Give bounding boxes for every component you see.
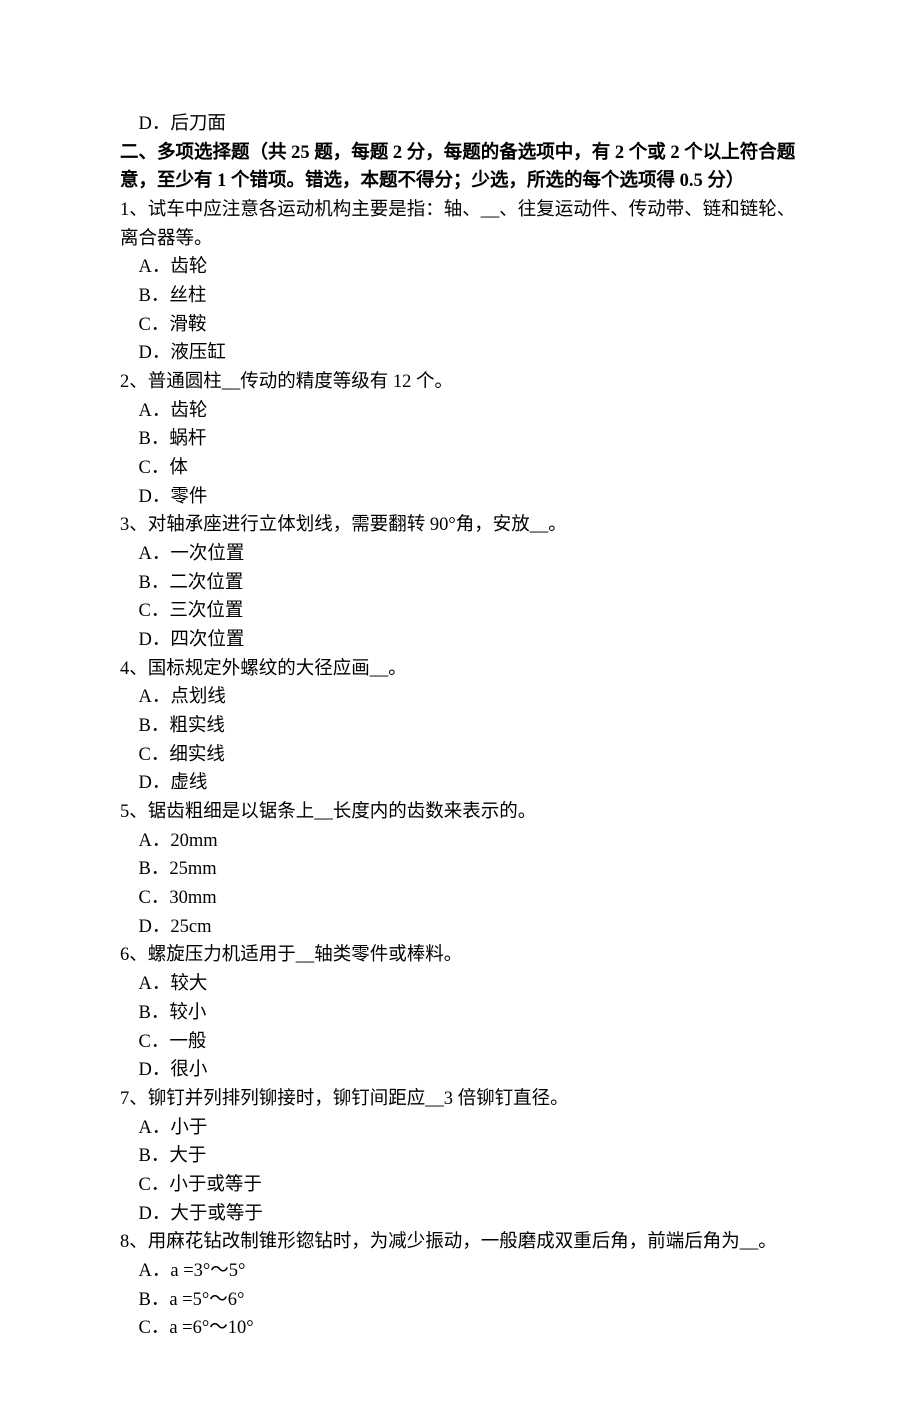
section-2-header: 二、多项选择题（共 25 题，每题 2 分，每题的备选项中，有 2 个或 2 个…: [120, 139, 800, 196]
question-option: C．a =6°～10°: [120, 1314, 800, 1343]
document-page: D．后刀面 二、多项选择题（共 25 题，每题 2 分，每题的备选项中，有 2 …: [0, 0, 920, 1403]
question-option: B．a =5°～6°: [120, 1286, 800, 1315]
question-option: D．零件: [120, 483, 800, 512]
question-4: 4、国标规定外螺纹的大径应画__。 A．点划线 B．粗实线 C．细实线 D．虚线: [120, 655, 800, 798]
question-1: 1、试车中应注意各运动机构主要是指：轴、__、往复运动件、传动带、链和链轮、离合…: [120, 196, 800, 368]
question-option: B．二次位置: [120, 569, 800, 598]
question-option: C．细实线: [120, 741, 800, 770]
question-7: 7、铆钉并列排列铆接时，铆钉间距应__3 倍铆钉直径。 A．小于 B．大于 C．…: [120, 1085, 800, 1228]
question-option: D．虚线: [120, 769, 800, 798]
question-option: A．齿轮: [120, 397, 800, 426]
question-option: D．液压缸: [120, 339, 800, 368]
question-stem: 8、用麻花钻改制锥形锪钻时，为减少振动，一般磨成双重后角，前端后角为__。: [120, 1228, 800, 1257]
question-stem: 1、试车中应注意各运动机构主要是指：轴、__、往复运动件、传动带、链和链轮、离合…: [120, 196, 800, 253]
question-option: D．四次位置: [120, 626, 800, 655]
question-stem: 6、螺旋压力机适用于__轴类零件或棒料。: [120, 941, 800, 970]
question-stem: 5、锯齿粗细是以锯条上__长度内的齿数来表示的。: [120, 798, 800, 827]
question-option: A．小于: [120, 1114, 800, 1143]
question-option: B．大于: [120, 1142, 800, 1171]
question-option: A．a =3°～5°: [120, 1257, 800, 1286]
question-stem: 4、国标规定外螺纹的大径应画__。: [120, 655, 800, 684]
question-option: D．25cm: [120, 913, 800, 942]
question-option: C．体: [120, 454, 800, 483]
question-2: 2、普通圆柱__传动的精度等级有 12 个。 A．齿轮 B．蜗杆 C．体 D．零…: [120, 368, 800, 511]
prev-question-option-d: D．后刀面: [120, 110, 800, 139]
question-option: A．一次位置: [120, 540, 800, 569]
question-5: 5、锯齿粗细是以锯条上__长度内的齿数来表示的。 A．20mm B．25mm C…: [120, 798, 800, 941]
question-stem: 7、铆钉并列排列铆接时，铆钉间距应__3 倍铆钉直径。: [120, 1085, 800, 1114]
question-option: A．齿轮: [120, 253, 800, 282]
question-option: B．较小: [120, 999, 800, 1028]
question-option: C．三次位置: [120, 597, 800, 626]
question-stem: 2、普通圆柱__传动的精度等级有 12 个。: [120, 368, 800, 397]
question-3: 3、对轴承座进行立体划线，需要翻转 90°角，安放__。 A．一次位置 B．二次…: [120, 511, 800, 654]
question-option: C．小于或等于: [120, 1171, 800, 1200]
question-option: B．粗实线: [120, 712, 800, 741]
question-stem: 3、对轴承座进行立体划线，需要翻转 90°角，安放__。: [120, 511, 800, 540]
question-option: B．蜗杆: [120, 425, 800, 454]
question-option: D．很小: [120, 1056, 800, 1085]
question-option: C．滑鞍: [120, 311, 800, 340]
question-option: D．大于或等于: [120, 1200, 800, 1229]
question-option: A．点划线: [120, 683, 800, 712]
question-option: C．30mm: [120, 884, 800, 913]
question-option: B．25mm: [120, 855, 800, 884]
question-8: 8、用麻花钻改制锥形锪钻时，为减少振动，一般磨成双重后角，前端后角为__。 A．…: [120, 1228, 800, 1343]
question-option: A．较大: [120, 970, 800, 999]
question-option: B．丝柱: [120, 282, 800, 311]
question-6: 6、螺旋压力机适用于__轴类零件或棒料。 A．较大 B．较小 C．一般 D．很小: [120, 941, 800, 1084]
question-option: A．20mm: [120, 827, 800, 856]
question-option: C．一般: [120, 1028, 800, 1057]
